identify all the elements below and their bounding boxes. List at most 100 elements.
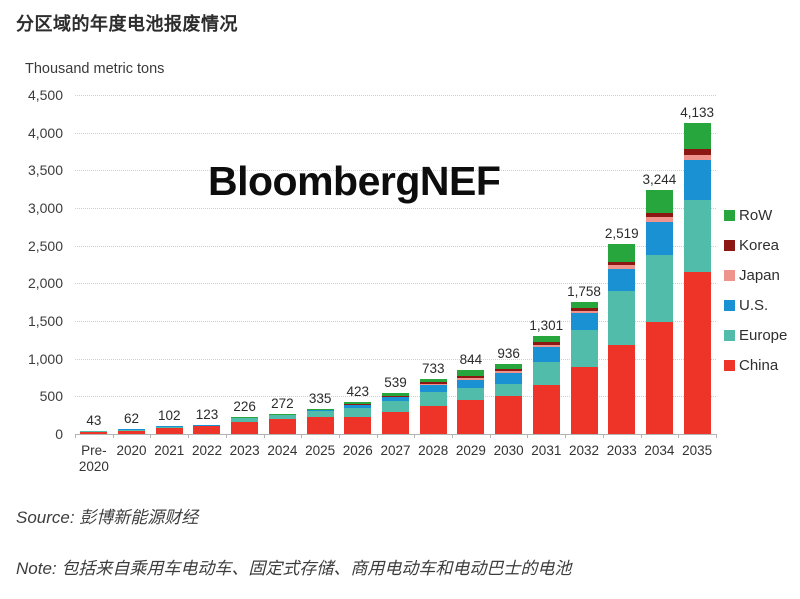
legend-item-row: RoW <box>724 207 787 224</box>
bar-segment-us-2023 <box>231 417 259 419</box>
bar-total-label: 844 <box>459 352 483 368</box>
bar-segment-china-2031 <box>532 385 560 434</box>
bar-total-label: 62 <box>124 411 140 427</box>
legend-label: U.S. <box>739 297 769 314</box>
bar-segment-korea-2027 <box>382 395 409 397</box>
axis-tick-mark <box>150 434 152 438</box>
legend-label: Japan <box>739 267 780 284</box>
axis-tick-mark <box>640 434 642 438</box>
bar-segment-row-2026 <box>344 402 372 404</box>
bar-total-label: 1,758 <box>567 283 601 299</box>
x-tick-label: 2024 <box>267 443 298 458</box>
bar-segment-row-2031 <box>532 336 560 343</box>
legend-item-japan: Japan <box>724 267 787 284</box>
bar-segment-us-2033 <box>608 268 636 291</box>
legend-swatch-icon <box>724 360 735 371</box>
bar-segment-europe-2032 <box>570 329 598 367</box>
bar-segment-china-2035 <box>683 272 711 434</box>
x-tick-label: 2026 <box>342 443 373 458</box>
axis-tick-mark <box>376 434 378 438</box>
bar-total-label: 43 <box>86 412 102 428</box>
bar-segment-row-2027 <box>382 393 409 396</box>
axis-tick-mark <box>678 434 680 438</box>
gridline <box>75 132 716 134</box>
bar-segment-japan-2031 <box>532 344 560 348</box>
legend-swatch-icon <box>724 300 735 311</box>
bar-total-label: 1,301 <box>529 318 564 333</box>
x-tick-label: 2031 <box>531 443 562 458</box>
chart-legend: RoW Korea Japan U.S. Europe China <box>724 207 788 389</box>
chart-title: 分区域的年度电池报废情况 <box>16 14 238 34</box>
axis-tick-mark <box>301 434 303 438</box>
bar-total-label: 102 <box>157 408 181 424</box>
gridline <box>75 170 716 172</box>
axis-tick-mark <box>527 434 529 438</box>
bar-segment-korea-2029 <box>457 375 485 379</box>
legend-swatch-icon <box>724 330 735 341</box>
bar-total-label: 4,133 <box>680 104 715 120</box>
bar-segment-row-2028 <box>419 378 447 382</box>
bar-segment-japan-2029 <box>457 378 485 381</box>
bar-segment-europe-2025 <box>306 410 334 417</box>
bar-segment-china-2032 <box>570 366 598 434</box>
bar-total-label: 226 <box>233 398 256 414</box>
bar-segment-japan-2030 <box>495 371 523 374</box>
y-axis-units-label: Thousand metric tons <box>25 61 165 77</box>
plot-area: 43 62 102 123 226 272 335 423 539 733 844 936 1,301 1… <box>75 95 717 438</box>
bar-segment-row-2034 <box>645 189 673 213</box>
bar-segment-row-2030 <box>495 363 523 370</box>
bar-segment-china-2033 <box>608 345 636 434</box>
bar-segment-china-2030 <box>495 396 523 434</box>
bar-segment-japan-2028 <box>419 383 447 386</box>
gridline <box>75 283 716 285</box>
bar-segment-japan-2026 <box>344 404 372 405</box>
bar-segment-europe-2027 <box>382 401 409 413</box>
bar-segment-japan-2035 <box>683 154 711 161</box>
x-tick-label: 2021 <box>154 443 185 458</box>
bar-segment-china-2025 <box>306 416 334 434</box>
bar-segment-china-2021 <box>155 427 183 434</box>
bar-segment-china-2022 <box>193 426 221 434</box>
y-tick-label: 3,500 <box>27 162 63 179</box>
bar-segment-europe-2023 <box>231 418 259 422</box>
bar-segment-korea-2030 <box>495 369 523 372</box>
bloombergnef-watermark: BloombergNEF <box>208 158 501 204</box>
bar-segment-europe-2034 <box>645 254 673 322</box>
legend-item-korea: Korea <box>724 237 787 254</box>
x-tick-label: 2028 <box>418 443 449 458</box>
x-tick-label: 2034 <box>644 443 675 458</box>
legend-label: Korea <box>739 237 780 254</box>
bar-segment-us-2029 <box>457 380 485 388</box>
y-tick-label: 1,500 <box>27 313 63 329</box>
x-tick-label: 2035 <box>682 443 713 458</box>
bar-total-label: 335 <box>308 390 332 406</box>
legend-item-europe: Europe <box>724 327 788 344</box>
bar-segment-korea-2026 <box>344 403 372 405</box>
bar-segment-row-2032 <box>570 301 598 309</box>
gridline <box>75 358 716 360</box>
legend-label: China <box>739 357 779 374</box>
legend-label: Europe <box>739 327 788 344</box>
y-tick-label: 500 <box>39 388 63 405</box>
axis-tick-mark <box>489 434 491 438</box>
bar-total-label: 3,244 <box>642 171 677 187</box>
gridline <box>75 245 716 247</box>
bar-segment-europe-2022 <box>193 425 221 427</box>
y-tick-label: 2,000 <box>27 275 63 292</box>
bar-total-label: 936 <box>497 345 520 361</box>
x-tick-label: 2032 <box>569 443 600 458</box>
bar-segment-us-2027 <box>382 397 409 402</box>
y-tick-label: 1,000 <box>27 350 63 367</box>
axis-tick-mark <box>112 434 114 438</box>
bar-segment-china-2028 <box>419 406 447 434</box>
bar-segment-korea-2031 <box>532 342 560 345</box>
x-tick-label: 2022 <box>191 443 222 458</box>
bar-segment-europe-2030 <box>495 384 523 397</box>
legend-swatch-icon <box>724 240 735 251</box>
axis-tick-mark <box>452 434 454 438</box>
gridline <box>75 208 716 209</box>
bar-segment-china-2034 <box>645 321 673 434</box>
bar-segment-korea-2032 <box>570 308 598 312</box>
bar-segment-us-2024 <box>268 414 296 416</box>
